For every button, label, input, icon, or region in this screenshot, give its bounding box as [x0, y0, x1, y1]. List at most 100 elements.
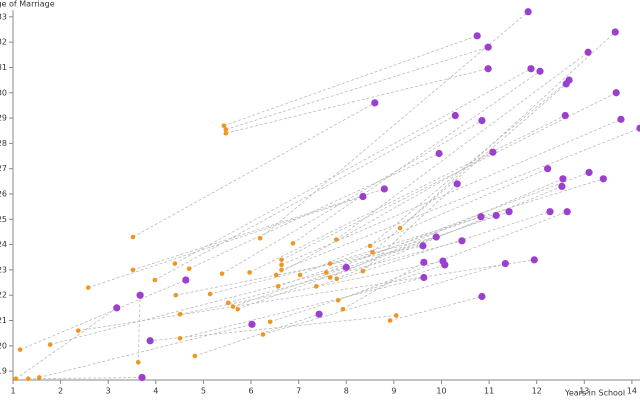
connector [232, 211, 510, 307]
y-tick-label: 26 [0, 189, 7, 198]
connector [228, 240, 463, 304]
connector [249, 115, 566, 273]
x-tick-label: 2 [58, 387, 63, 396]
point [536, 67, 544, 75]
point [527, 65, 535, 73]
connector [188, 153, 440, 270]
connector [329, 178, 604, 264]
y-tick-label: 27 [0, 164, 7, 173]
x-tick-label: 9 [391, 387, 396, 396]
point [334, 276, 340, 282]
point [248, 320, 256, 328]
point [267, 319, 273, 325]
connector [225, 46, 489, 130]
connector [262, 263, 506, 335]
point [453, 180, 461, 188]
point [113, 304, 121, 312]
point [207, 291, 213, 297]
connector [221, 120, 483, 275]
y-tick-label: 24 [0, 240, 7, 249]
x-tick-label: 3 [106, 387, 111, 396]
connector [88, 196, 364, 289]
point [223, 130, 229, 136]
point [257, 235, 263, 241]
x-tick-label: 14 [627, 387, 637, 396]
point [387, 318, 393, 323]
x-tick-label: 13 [579, 387, 589, 396]
point [617, 115, 625, 123]
point [172, 261, 178, 266]
y-tick-label: 31 [0, 63, 7, 72]
point [585, 168, 593, 177]
connector [362, 183, 458, 272]
connector [150, 315, 397, 342]
x-tick-label: 10 [436, 387, 446, 396]
point [279, 267, 284, 273]
y-tick-label: 29 [0, 114, 7, 123]
point [501, 259, 509, 268]
point [323, 270, 329, 275]
connector [132, 188, 385, 271]
point [313, 284, 319, 289]
connector [78, 259, 535, 332]
point [186, 266, 192, 271]
y-tick-label: 22 [0, 291, 7, 300]
point [380, 185, 388, 193]
point [561, 111, 569, 120]
point [563, 208, 571, 216]
connector [369, 79, 570, 247]
point [219, 271, 225, 277]
point [260, 332, 266, 337]
point [451, 111, 459, 120]
connector [137, 295, 141, 363]
y-tick-label: 32 [0, 38, 7, 47]
point [177, 311, 183, 317]
point [420, 273, 428, 282]
connector [269, 264, 445, 323]
point [544, 165, 552, 173]
point [47, 342, 53, 347]
y-axis-label: Age of Marriage [0, 0, 55, 9]
connector [278, 216, 482, 287]
point [235, 306, 241, 312]
connector [342, 261, 425, 310]
x-axis-label: Years in School [564, 389, 625, 398]
point [75, 328, 81, 333]
point [290, 241, 296, 246]
connector [259, 11, 529, 239]
connector [19, 279, 186, 350]
point [225, 300, 231, 306]
point [559, 175, 567, 183]
connector [338, 211, 568, 301]
point [360, 268, 366, 274]
point [636, 124, 640, 132]
point [612, 89, 620, 97]
point [432, 233, 440, 241]
point [335, 297, 341, 303]
point [340, 306, 346, 312]
point [192, 353, 198, 359]
point [435, 149, 443, 158]
connector [329, 178, 564, 278]
point [562, 80, 570, 88]
point [419, 242, 427, 250]
point [279, 262, 284, 268]
x-tick-label: 4 [153, 387, 158, 396]
x-tick-label: 11 [484, 387, 494, 396]
point [327, 275, 333, 280]
connector [194, 313, 320, 357]
point [36, 375, 42, 380]
point [484, 43, 492, 51]
point [138, 373, 146, 382]
point [473, 32, 481, 40]
point [221, 123, 227, 128]
point [297, 272, 303, 278]
point [477, 213, 485, 221]
y-tick-label: 25 [0, 215, 7, 224]
connector [326, 172, 590, 273]
connector [132, 102, 376, 238]
connector [281, 127, 640, 271]
point [25, 376, 31, 382]
connector [180, 260, 443, 315]
connector [50, 266, 347, 345]
